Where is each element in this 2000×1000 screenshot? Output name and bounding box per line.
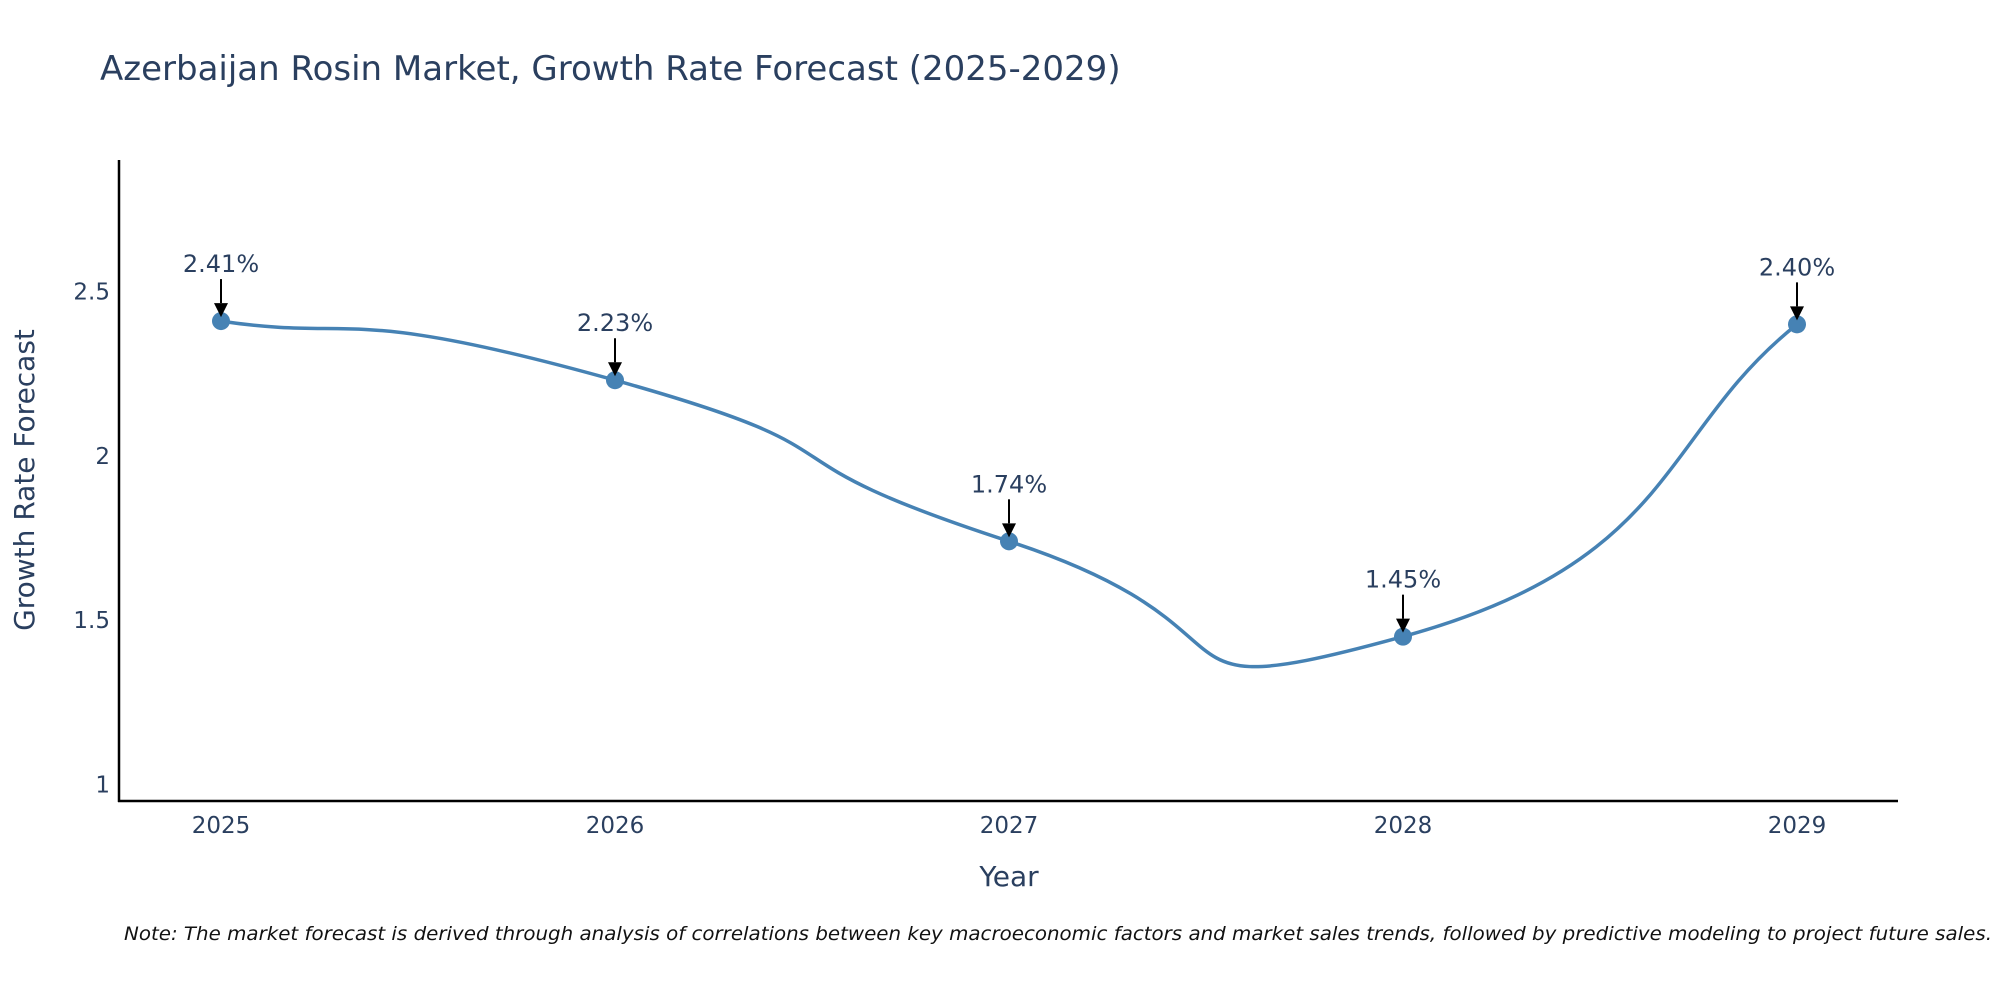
y-axis-title: Growth Rate Forecast [8,329,41,631]
data-label: 2.40% [1759,253,1835,281]
chart-title: Azerbaijan Rosin Market, Growth Rate For… [100,49,1121,89]
y-axis-ticks: 1 1.5 2 2.5 [73,279,110,798]
annotation-arrow-head [1790,306,1804,321]
y-tick-label: 1 [95,773,110,799]
x-axis-title: Year [978,860,1039,893]
data-label: 2.41% [183,250,259,278]
x-tick-label: 2026 [586,813,645,839]
data-point-marker [606,371,624,390]
x-tick-label: 2029 [1768,813,1827,839]
data-point-marker [1000,532,1018,551]
methodology-note: Note: The market forecast is derived thr… [124,923,1992,945]
data-label: 2.23% [577,309,653,337]
data-point-annotations: 2.41% 2.23% 1.74% 1.45% 2.40% [183,250,1835,633]
annotation-arrow-head [1396,618,1410,633]
annotation-arrow-head [608,362,622,377]
x-tick-label: 2027 [980,813,1039,839]
data-label: 1.74% [971,470,1047,498]
x-axis-ticks: 2025 2026 2027 2028 2029 [192,813,1827,839]
data-point-markers [212,312,1806,646]
x-tick-label: 2025 [192,813,251,839]
annotation-arrow-head [214,303,228,318]
data-point-marker [1394,627,1412,646]
annotation-arrow-head [1002,523,1016,538]
x-tick-label: 2028 [1374,813,1433,839]
data-point-marker [1788,315,1806,334]
y-tick-label: 1.5 [73,608,110,634]
y-tick-label: 2 [95,444,110,470]
growth-rate-line [219,319,1799,669]
y-tick-label: 2.5 [73,279,110,305]
data-label: 1.45% [1365,566,1441,594]
data-point-marker [212,312,230,331]
